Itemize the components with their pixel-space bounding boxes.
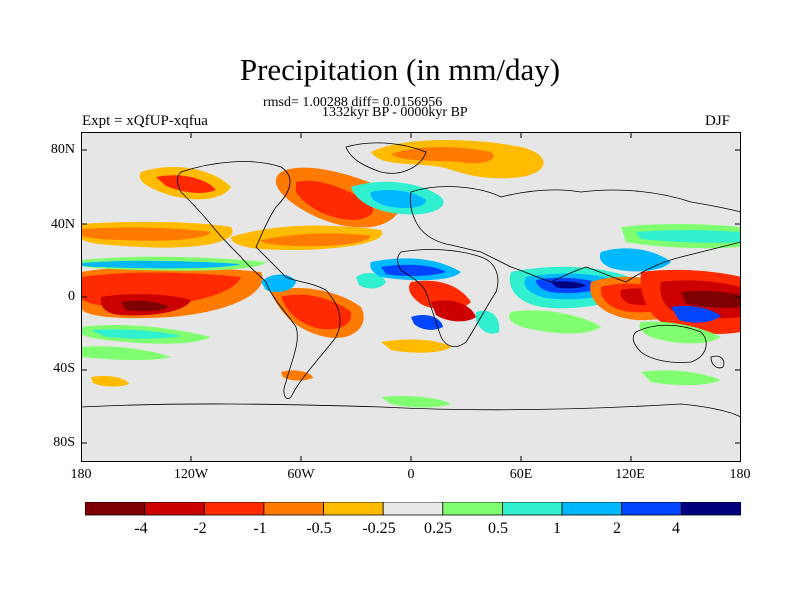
precipitation-map bbox=[81, 132, 741, 462]
stats-line: rmsd= 1.00288 diff= 0.0156956 bbox=[263, 95, 443, 110]
colorbar-box bbox=[203, 502, 265, 516]
colorbar-box bbox=[382, 502, 444, 516]
colorbar-label: 0.5 bbox=[488, 520, 508, 537]
colorbar-label: -2 bbox=[193, 520, 207, 537]
lon-label-120w: 120W bbox=[173, 467, 209, 482]
colorbar-box bbox=[85, 502, 146, 516]
colorbar-label: 0.25 bbox=[424, 520, 452, 537]
anomaly-fields bbox=[81, 140, 741, 408]
colorbar-box bbox=[680, 502, 741, 516]
colorbar-box bbox=[621, 502, 682, 516]
lat-label-0: 0 bbox=[68, 289, 75, 304]
coastlines bbox=[81, 142, 741, 418]
colorbar-box bbox=[263, 502, 324, 516]
period-label: 1332kyr BP - 0000kyr BP bbox=[322, 105, 468, 120]
lon-label-180e: 180 bbox=[729, 467, 751, 482]
colorbar-label: 1 bbox=[553, 520, 561, 537]
axis-ticks bbox=[81, 132, 741, 462]
colorbar-box bbox=[442, 502, 503, 516]
colorbar-label: 2 bbox=[613, 520, 621, 537]
lon-label-0: 0 bbox=[407, 467, 415, 482]
colorbar-label: -0.25 bbox=[362, 520, 396, 537]
colorbar-box bbox=[561, 502, 623, 516]
colorbar-label: 4 bbox=[672, 520, 680, 537]
colorbar-label: -1 bbox=[253, 520, 267, 537]
lon-label-180w: 180 bbox=[70, 467, 92, 482]
lat-label-40n: 40N bbox=[50, 217, 75, 232]
experiment-label: Expt = xQfUP-xqfua bbox=[82, 113, 208, 129]
lon-label-60e: 60E bbox=[509, 467, 533, 482]
colorbar-box bbox=[502, 502, 563, 516]
lon-label-60w: 60W bbox=[287, 467, 315, 482]
lat-label-80n: 80N bbox=[50, 142, 75, 157]
chart-title: Precipitation (in mm/day) bbox=[239, 52, 561, 87]
colorbar-box bbox=[144, 502, 205, 516]
lat-label-80s: 80S bbox=[53, 435, 75, 450]
colorbar-label: -4 bbox=[134, 520, 148, 537]
colorbar-box bbox=[323, 502, 384, 516]
lon-label-120e: 120E bbox=[615, 467, 645, 482]
colorbar-label: -0.5 bbox=[306, 520, 332, 537]
lat-label-40s: 40S bbox=[53, 361, 75, 376]
season-label: DJF bbox=[705, 113, 731, 129]
colorbar bbox=[85, 502, 741, 516]
